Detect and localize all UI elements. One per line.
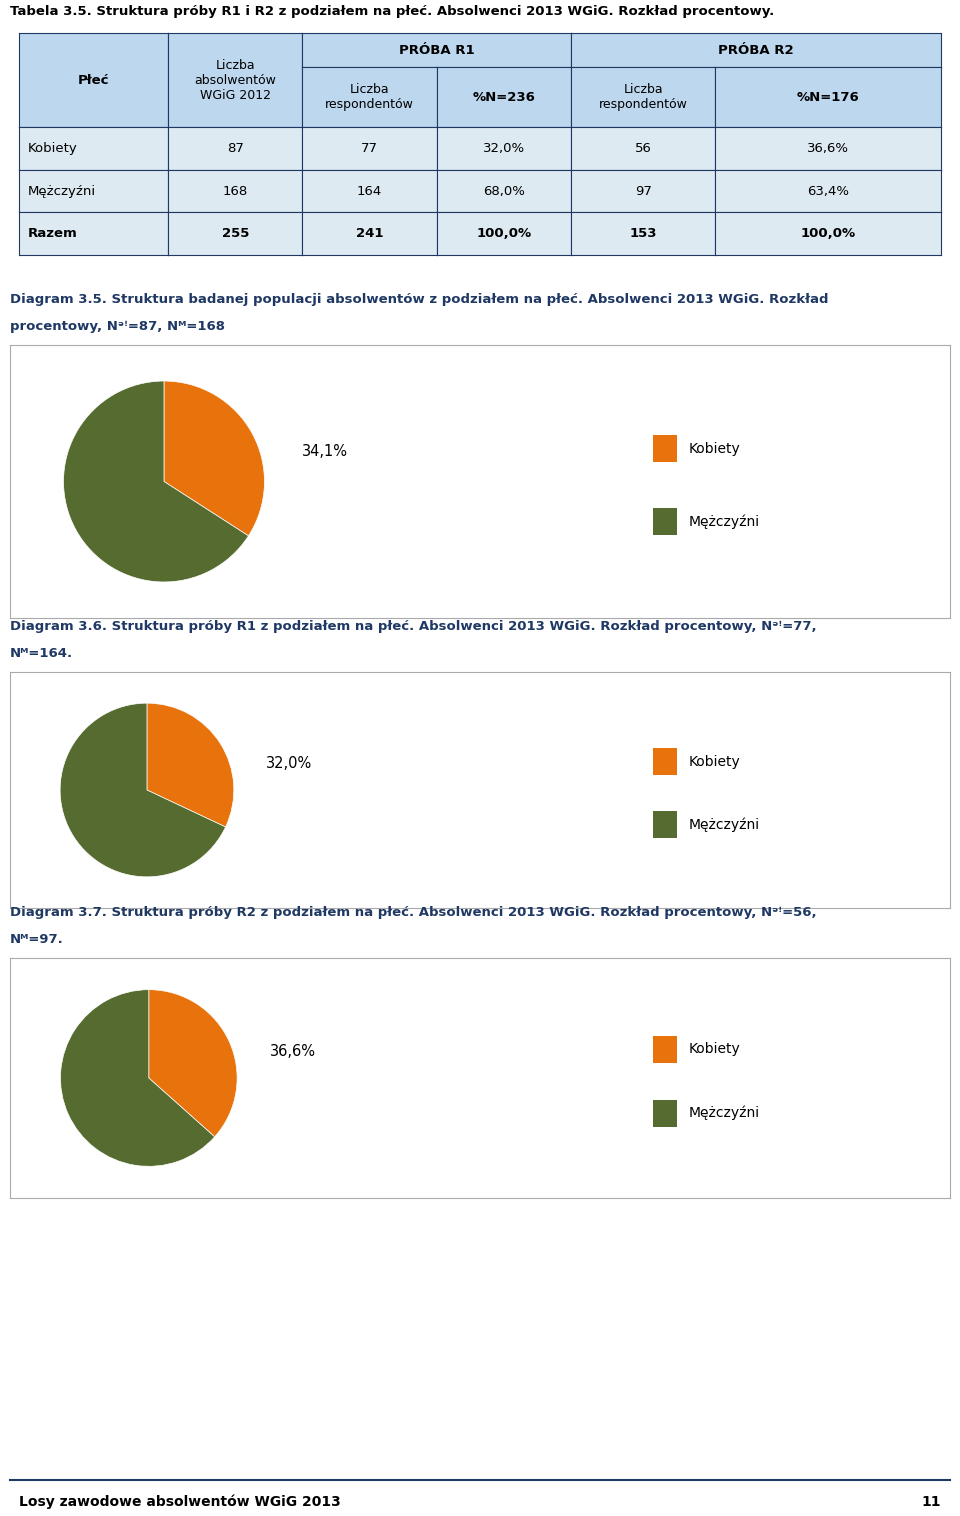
Text: Liczba
absolwentów
WGiG 2012: Liczba absolwentów WGiG 2012 [194, 59, 276, 102]
Text: PRÓBA R2: PRÓBA R2 [718, 44, 794, 56]
Text: Liczba
respondentów: Liczba respondentów [325, 83, 414, 111]
Text: 36,6%: 36,6% [271, 1045, 316, 1060]
Text: Kobiety: Kobiety [688, 755, 740, 769]
Text: Losy zawodowe absolwentów WGiG 2013: Losy zawodowe absolwentów WGiG 2013 [19, 1495, 341, 1510]
Text: %N=236: %N=236 [472, 91, 536, 103]
Wedge shape [60, 990, 215, 1166]
Text: Kobiety: Kobiety [688, 1041, 740, 1057]
Text: 100,0%: 100,0% [801, 227, 855, 240]
Text: Nᴹ=164.: Nᴹ=164. [10, 647, 73, 661]
Wedge shape [147, 703, 234, 828]
Text: 32,0%: 32,0% [266, 756, 313, 772]
Text: 32,0%: 32,0% [483, 143, 525, 155]
Wedge shape [149, 990, 237, 1137]
Text: 164: 164 [357, 185, 382, 197]
Text: 168: 168 [223, 185, 248, 197]
Text: Diagram 3.5. Struktura badanej populacji absolwentów z podziałem na płeć. Absolw: Diagram 3.5. Struktura badanej populacji… [10, 293, 828, 306]
Text: Mężczyźni: Mężczyźni [688, 1107, 759, 1120]
Text: %N=176: %N=176 [797, 91, 859, 103]
Text: Kobiety: Kobiety [28, 143, 78, 155]
Text: Razem: Razem [28, 227, 78, 240]
Wedge shape [164, 381, 264, 535]
Text: 87: 87 [227, 143, 244, 155]
Text: Tabela 3.5. Struktura próby R1 i R2 z podziałem na płeć. Absolwenci 2013 WGiG. R: Tabela 3.5. Struktura próby R1 i R2 z po… [10, 5, 774, 18]
Text: Diagram 3.7. Struktura próby R2 z podziałem na płeć. Absolwenci 2013 WGiG. Rozkł: Diagram 3.7. Struktura próby R2 z podzia… [10, 907, 816, 919]
Wedge shape [63, 381, 249, 582]
Text: 241: 241 [356, 227, 383, 240]
Text: 63,4%: 63,4% [807, 185, 849, 197]
Text: Mężczyźni: Mężczyźni [28, 185, 96, 197]
Text: 36,6%: 36,6% [807, 143, 849, 155]
Text: 56: 56 [635, 143, 652, 155]
Text: 153: 153 [630, 227, 657, 240]
Text: 77: 77 [361, 143, 378, 155]
Text: Płeć: Płeć [78, 74, 109, 86]
Text: 97: 97 [635, 185, 652, 197]
Text: 100,0%: 100,0% [476, 227, 532, 240]
Text: Mężczyźni: Mężczyźni [688, 514, 759, 529]
Text: 255: 255 [222, 227, 249, 240]
Wedge shape [60, 703, 226, 876]
Text: Mężczyźni: Mężczyźni [688, 817, 759, 832]
Text: Nᴹ=97.: Nᴹ=97. [10, 934, 63, 946]
Text: 11: 11 [922, 1495, 941, 1510]
Text: procentowy, Nᵊꜝ=87, Nᴹ=168: procentowy, Nᵊꜝ=87, Nᴹ=168 [10, 320, 225, 334]
Text: Diagram 3.6. Struktura próby R1 z podziałem na płeć. Absolwenci 2013 WGiG. Rozkł: Diagram 3.6. Struktura próby R1 z podzia… [10, 620, 816, 634]
Text: 68,0%: 68,0% [483, 185, 525, 197]
Text: 34,1%: 34,1% [302, 444, 348, 459]
Text: PRÓBA R1: PRÓBA R1 [399, 44, 474, 56]
Text: Kobiety: Kobiety [688, 441, 740, 456]
Text: Liczba
respondentów: Liczba respondentów [599, 83, 687, 111]
